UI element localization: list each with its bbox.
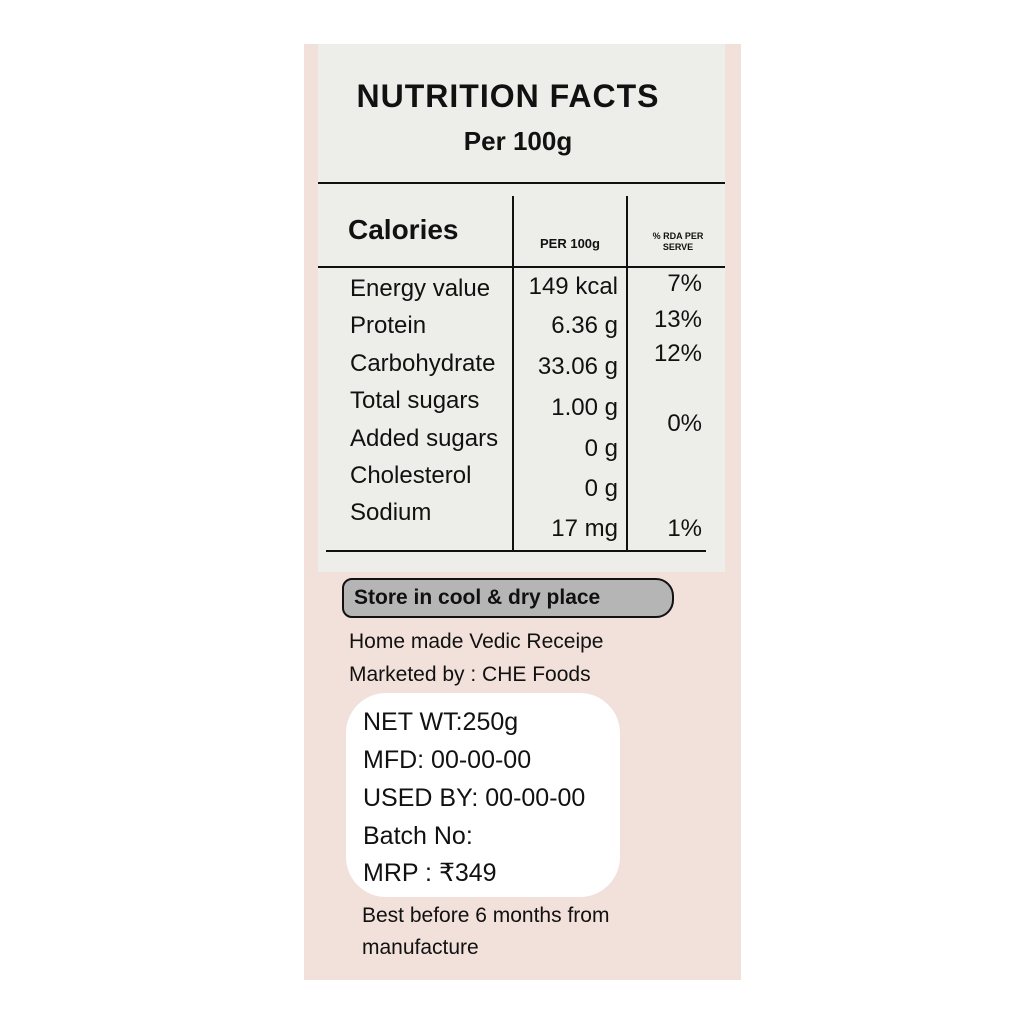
nutrient-rda: 0%: [667, 410, 702, 437]
nutrient-name: Cholesterol: [350, 462, 472, 489]
nutrient-rda: 1%: [667, 515, 702, 542]
nutrient-name: Protein: [350, 312, 427, 339]
detail-line: USED BY: 00-00-00: [363, 784, 586, 812]
nutrient-rda: 12%: [653, 340, 702, 367]
nutrient-amount: 6.36 g: [551, 312, 618, 339]
rule: [318, 182, 725, 184]
facts-panel: [318, 44, 725, 572]
detail-line: NET WT:250g: [363, 708, 519, 736]
title: NUTRITION FACTS: [356, 78, 660, 114]
detail-line: Batch No:: [363, 822, 473, 850]
nutrient-amount: 0 g: [584, 435, 618, 462]
table-header: PER 100g: [540, 236, 600, 251]
nutrient-name: Added sugars: [350, 425, 499, 452]
info-line: Home made Vedic Receipe: [349, 630, 604, 653]
column-rule: [512, 196, 514, 552]
table-header: % RDA PER SERVE: [652, 231, 704, 252]
nutrient-name: Sodium: [350, 499, 432, 526]
nutrient-rda: 13%: [653, 306, 702, 333]
nutrient-amount: 149 kcal: [528, 273, 618, 300]
nutrient-name: Total sugars: [350, 387, 480, 414]
nutrient-amount: 33.06 g: [537, 353, 618, 380]
table-header: Calories: [348, 214, 459, 245]
nutrient-amount: 17 mg: [551, 515, 618, 542]
nutrient-name: Carbohydrate: [350, 350, 496, 377]
nutrient-rda: 7%: [667, 270, 702, 297]
rule: [326, 550, 706, 552]
rule: [318, 266, 725, 268]
storage-badge: Store in cool & dry place: [342, 578, 674, 618]
nutrient-amount: 0 g: [584, 475, 618, 502]
detail-line: MFD: 00-00-00: [363, 746, 532, 774]
subtitle: Per 100g: [463, 126, 573, 156]
nutrient-amount: 1.00 g: [551, 394, 618, 421]
column-rule: [626, 196, 628, 552]
detail-line: MRP : ₹349: [363, 859, 497, 887]
nutrient-name: Energy value: [350, 275, 491, 302]
details-box: [346, 693, 620, 897]
footer-note: Best before 6 months from manufacture: [362, 904, 610, 959]
info-line: Marketed by : CHE Foods: [349, 663, 591, 686]
